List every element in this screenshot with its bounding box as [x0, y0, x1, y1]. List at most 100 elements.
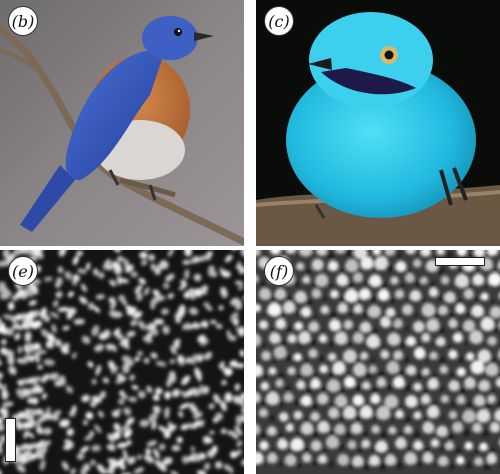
- interstitial-dot: [481, 429, 490, 437]
- sphere-blob: [287, 334, 297, 344]
- channel-blob: [116, 442, 128, 449]
- channel-blob: [109, 443, 116, 450]
- interstitial-dot: [305, 268, 312, 275]
- channel-blob: [192, 256, 199, 262]
- channel-blob: [0, 347, 8, 355]
- channel-blob: [239, 392, 244, 402]
- sphere-blob: [413, 382, 422, 392]
- channel-blob: [146, 385, 153, 394]
- sphere-blob: [476, 409, 491, 423]
- interstitial-dot: [285, 325, 293, 333]
- channel-blob: [235, 414, 242, 427]
- interstitial-dot: [289, 419, 295, 425]
- channel-blob: [43, 276, 53, 282]
- interstitial-dot: [339, 415, 346, 422]
- sphere-blob: [360, 351, 369, 360]
- channel-blob: [7, 354, 15, 366]
- channel-blob: [179, 402, 190, 410]
- sphere-blob: [256, 303, 261, 313]
- channel-blob: [40, 328, 50, 338]
- sphere-texture: [256, 250, 500, 474]
- sphere-blob: [330, 289, 339, 299]
- sphere-blob: [454, 274, 469, 288]
- sphere-blob: [420, 250, 431, 257]
- interstitial-dot: [455, 448, 461, 454]
- channel-blob: [161, 308, 169, 315]
- sphere-blob: [390, 276, 399, 285]
- channel-blob: [194, 288, 202, 298]
- channel-blob: [128, 396, 137, 403]
- channel-blob: [203, 436, 213, 444]
- channel-blob: [229, 335, 237, 342]
- sphere-blob: [308, 321, 320, 333]
- panel-e-scale-bar: [5, 418, 16, 462]
- channel-blob: [184, 250, 192, 254]
- channel-blob: [224, 367, 233, 377]
- channel-blob: [70, 468, 76, 474]
- interstitial-dot: [357, 267, 364, 274]
- interstitial-dot: [405, 297, 411, 302]
- interstitial-dot: [296, 462, 302, 468]
- sphere-blob: [372, 250, 381, 256]
- sphere-blob: [421, 367, 430, 376]
- channel-blob: [103, 258, 111, 270]
- sphere-blob: [294, 290, 307, 304]
- interstitial-dot: [484, 282, 490, 288]
- channel-blob: [230, 450, 238, 459]
- sphere-blob: [474, 456, 484, 466]
- channel-blob: [63, 342, 70, 348]
- channel-blob: [122, 299, 127, 306]
- interstitial-dot: [320, 385, 328, 392]
- interstitial-dot: [385, 264, 394, 273]
- channel-blob: [76, 453, 85, 460]
- channel-blob: [30, 320, 43, 329]
- channel-blob: [224, 254, 233, 263]
- sphere-blob: [420, 276, 428, 285]
- interstitial-dot: [448, 312, 455, 319]
- channel-blob: [113, 250, 122, 253]
- channel-blob: [136, 350, 143, 357]
- sphere-blob: [347, 440, 357, 450]
- sphere-blob: [438, 305, 449, 316]
- sphere-blob: [283, 301, 296, 314]
- channel-blob: [0, 434, 7, 442]
- sphere-blob: [395, 437, 407, 450]
- interstitial-dot: [327, 283, 333, 288]
- interstitial-dot: [263, 311, 268, 316]
- interstitial-dot: [458, 356, 465, 363]
- channel-blob: [215, 323, 223, 329]
- sphere-blob: [366, 334, 381, 349]
- channel-blob: [150, 352, 158, 359]
- channel-blob: [58, 250, 67, 257]
- channel-blob: [241, 458, 244, 466]
- sphere-blob: [328, 407, 340, 419]
- interstitial-dot: [447, 344, 452, 349]
- sphere-blob: [439, 365, 449, 374]
- interstitial-dot: [328, 428, 336, 437]
- sphere-blob: [462, 409, 476, 423]
- sphere-blob: [409, 289, 422, 302]
- channel-blob: [130, 319, 138, 327]
- channel-blob: [36, 350, 47, 355]
- channel-blob: [23, 430, 29, 439]
- channel-blob: [84, 435, 93, 441]
- channel-blob: [155, 387, 163, 395]
- channel-blob: [57, 266, 64, 274]
- channel-blob: [133, 467, 145, 474]
- interstitial-dot: [404, 416, 412, 423]
- channel-blob: [126, 440, 132, 446]
- channel-blob: [55, 291, 63, 299]
- channel-blob: [144, 287, 150, 296]
- interstitial-dot: [279, 339, 287, 347]
- channel-blob: [188, 402, 196, 410]
- channel-blob: [191, 353, 198, 365]
- sphere-blob: [328, 319, 341, 332]
- channel-blob: [177, 356, 185, 362]
- sphere-blob: [278, 412, 289, 422]
- channel-blob: [132, 310, 143, 319]
- interstitial-dot: [322, 448, 328, 454]
- channel-blob: [145, 448, 152, 455]
- interstitial-dot: [318, 355, 325, 362]
- sphere-blob: [473, 250, 485, 258]
- sphere-blob: [267, 426, 277, 436]
